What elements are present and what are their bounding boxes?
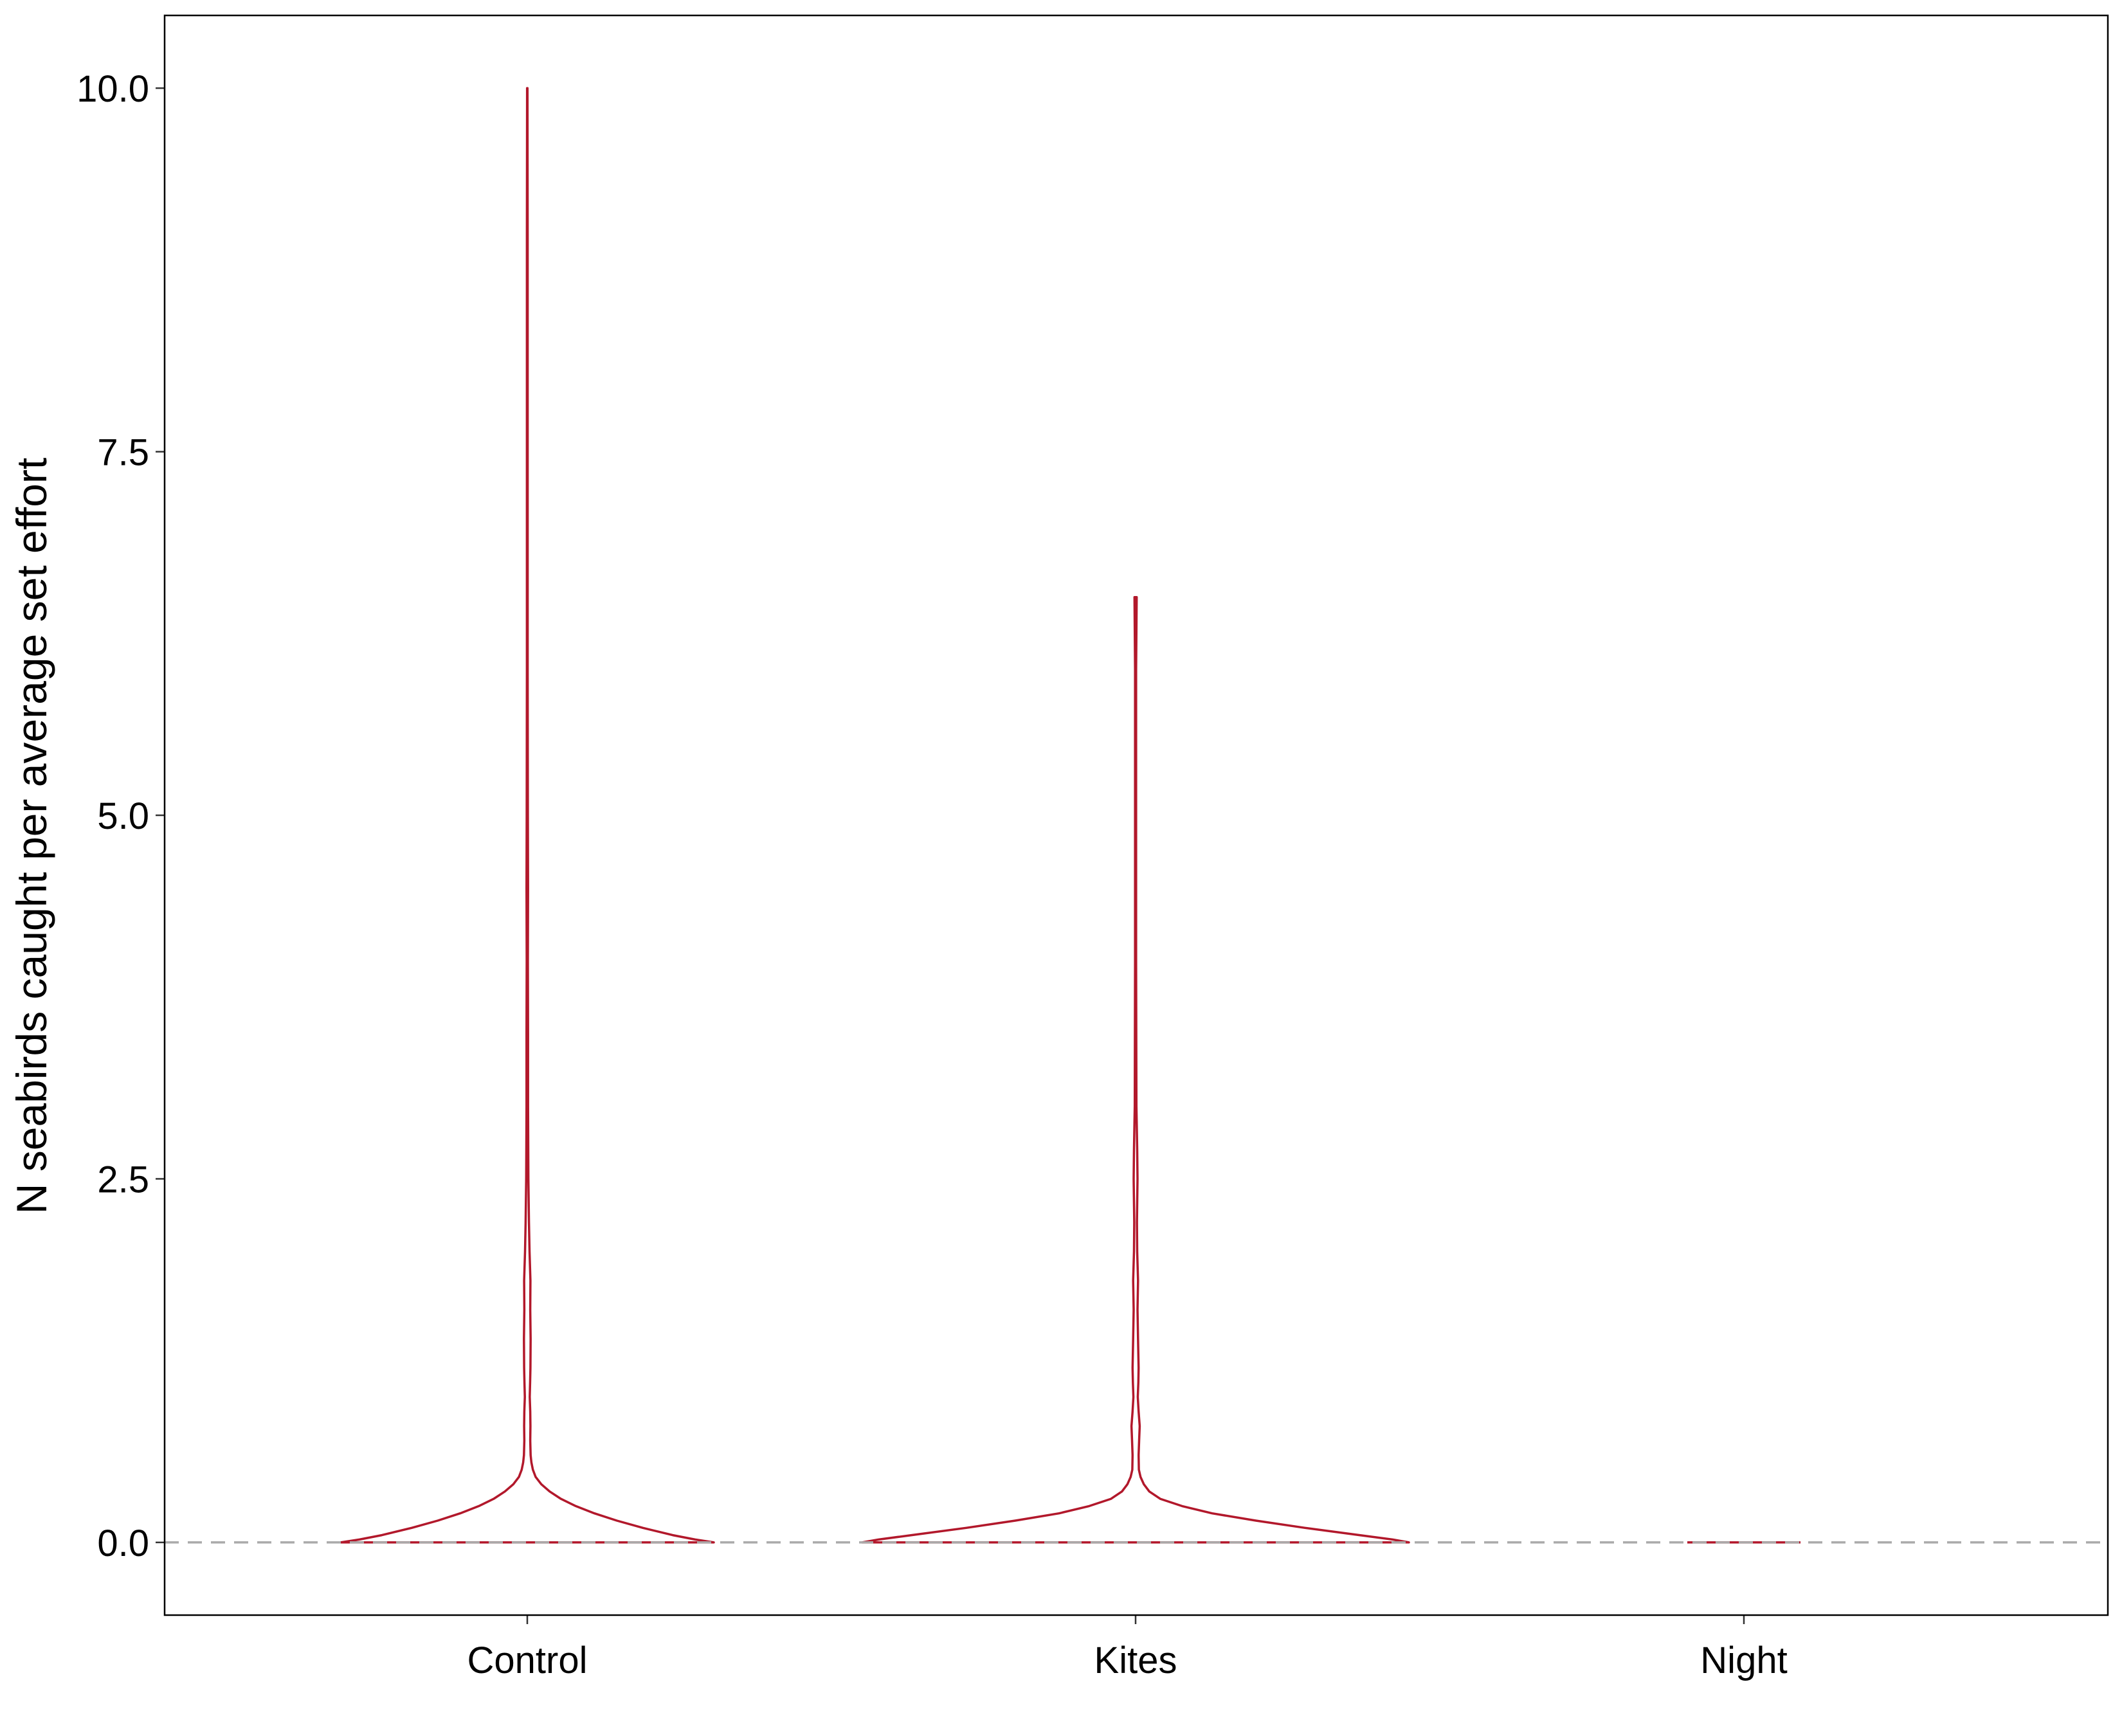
x-tick-label-night: Night <box>1700 1640 1787 1681</box>
y-tick-label: 10.0 <box>77 68 149 110</box>
y-axis-label: N seabirds caught per average set effort <box>8 458 55 1214</box>
y-tick-label: 0.0 <box>97 1523 149 1564</box>
violin-kites <box>861 595 1410 1544</box>
y-axis-ticks: 0.0 2.5 5.0 7.5 10.0 <box>77 68 165 1564</box>
y-tick-label: 2.5 <box>97 1159 149 1200</box>
y-tick-label: 7.5 <box>97 432 149 474</box>
plot-panel-border <box>163 14 2109 1616</box>
violin-control <box>340 87 715 1544</box>
x-tick-label-kites: Kites <box>1094 1640 1177 1681</box>
violins <box>165 87 2108 1544</box>
x-axis-ticks: Control Kites Night <box>467 1615 1788 1681</box>
x-tick-label-control: Control <box>467 1640 588 1681</box>
y-tick-label: 5.0 <box>97 795 149 837</box>
